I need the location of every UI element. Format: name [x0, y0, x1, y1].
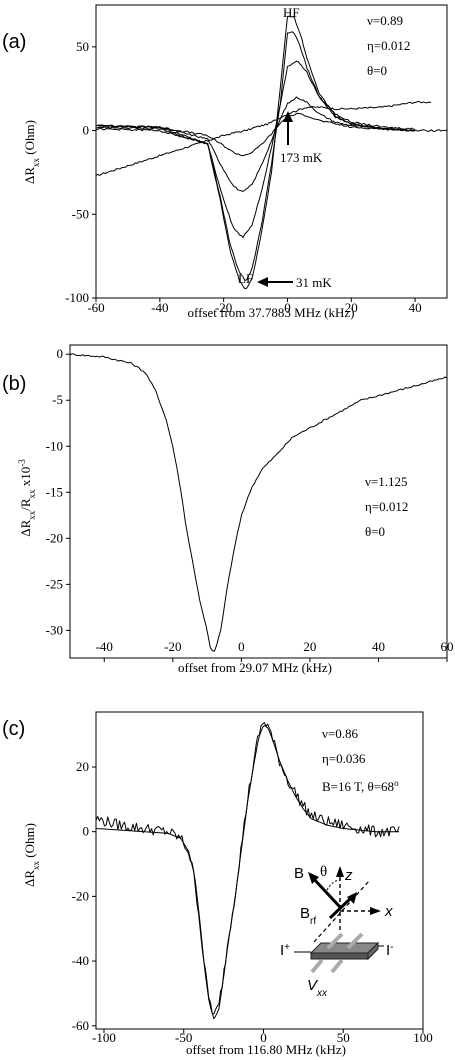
traces-a — [95, 15, 448, 290]
y-tick-label: -50 — [72, 206, 89, 221]
series-line — [95, 96, 416, 192]
x-axis-label-a: offset from 37.7883 MHz (kHz) — [188, 305, 355, 320]
inset-x-label: x — [384, 903, 393, 920]
chart-b: -40 -20 0 20 40 60 -30 -25 -20 -15 -10 -5 0 offset f… — [17, 344, 454, 675]
x-tick-label: -20 — [164, 639, 181, 654]
y-tick-label: -20 — [72, 888, 89, 903]
y-axis-label-c: ΔRxx (Ohm) — [22, 823, 41, 887]
x-tick-label: 40 — [372, 639, 385, 654]
traces-b — [69, 353, 448, 652]
chart-a: -60 -40 -20 0 20 40 -100 -50 0 50 offset from 37.… — [22, 4, 448, 320]
param-eta-a: η=0.012 — [367, 38, 410, 53]
y-tick-label: 20 — [76, 759, 89, 774]
x-tick-label: -40 — [96, 639, 113, 654]
y-tick-label: -60 — [72, 1018, 89, 1033]
panel-label-a: (a) — [2, 31, 26, 53]
x-tick-label: 0 — [284, 300, 291, 315]
y-tick-label: 0 — [57, 346, 64, 361]
y-axis-label-a: ΔRxx (Ohm) — [22, 120, 41, 184]
y-tick-label: -30 — [46, 622, 63, 637]
plot-frame-b — [69, 344, 448, 659]
arrow-173mk — [283, 111, 293, 145]
series-line — [69, 353, 448, 652]
x-tick-label: 40 — [409, 300, 422, 315]
x-tick-label: 100 — [413, 1030, 433, 1045]
x-tick-label: 50 — [337, 1030, 350, 1045]
inset-theta-label: θ — [320, 864, 327, 880]
annotation-lf: LF — [238, 271, 253, 286]
y-tick-label: -15 — [46, 484, 63, 499]
param-theta-b: θ=0 — [365, 524, 385, 539]
series-line — [95, 15, 416, 290]
y-tick-label: 50 — [76, 39, 89, 54]
x-tick-label: 60 — [441, 639, 454, 654]
plot-frame-a — [95, 4, 448, 299]
brf-vector — [328, 895, 354, 920]
y-tick-label: -5 — [52, 392, 63, 407]
x-tick-label: -100 — [92, 1030, 116, 1045]
x-tick-label: -50 — [175, 1030, 192, 1045]
y-tick-label: -20 — [46, 530, 63, 545]
arrow-31mk — [257, 277, 293, 287]
y-tick-label: -40 — [72, 953, 89, 968]
annotation-173mk: 173 mK — [280, 150, 323, 165]
y-axis-label-b: ΔRxx/Rxx x10-3 — [17, 459, 37, 537]
inset-b-label: B — [294, 865, 304, 882]
annotation-hf: HF — [283, 5, 300, 20]
y-tick-label: -10 — [46, 438, 63, 453]
param-nu-b: ν=1.125 — [365, 474, 407, 489]
inset-vxx-label: Vxx — [307, 977, 328, 999]
param-nu-c: ν=0.86 — [322, 726, 358, 741]
x-tick-label: 20 — [303, 639, 316, 654]
inset-schematic: B θ z Brf x I+ I- Vxx — [280, 864, 394, 999]
traces-c — [95, 722, 400, 1020]
param-eta-b: η=0.012 — [365, 499, 408, 514]
inset-iminus-label: I- — [386, 942, 394, 960]
param-theta-a: θ=0 — [367, 63, 387, 78]
y-tick-label: 0 — [83, 123, 90, 138]
param-eta-c: η=0.036 — [322, 751, 366, 766]
hall-bar — [294, 932, 384, 974]
y-tick-label: 0 — [83, 824, 90, 839]
param-field-c: B=16 T, θ=68o — [322, 778, 399, 794]
series-line — [95, 31, 416, 282]
ticks-b: -40 -20 0 20 40 60 -30 -25 -20 -15 -10 -5 0 — [46, 346, 454, 662]
plot-frame-c — [95, 711, 424, 1030]
panel-label-c: (c) — [2, 718, 25, 740]
panel-label-b: (b) — [2, 373, 26, 395]
theta-arc — [326, 879, 341, 891]
x-axis-label-b: offset from 29.07 MHz (kHz) — [178, 660, 332, 675]
inset-iplus-label: I+ — [280, 942, 290, 960]
annotation-31mk: 31 mK — [296, 275, 332, 290]
series-line — [95, 100, 432, 176]
y-tick-label: -100 — [65, 290, 89, 305]
x-tick-label: -20 — [215, 300, 232, 315]
x-tick-label: 0 — [260, 1030, 267, 1045]
ticks-c: -100 -50 0 50 100 -60 -40 -20 0 20 — [72, 759, 433, 1045]
series-line — [95, 725, 400, 1020]
series-line — [95, 722, 400, 1015]
x-tick-label: -60 — [87, 300, 104, 315]
x-axis-label-c: offset from 116.80 MHz (kHz) — [186, 1042, 346, 1057]
x-tick-label: -40 — [151, 300, 168, 315]
x-tick-label: 0 — [238, 639, 245, 654]
param-nu-a: ν=0.89 — [367, 13, 403, 28]
ticks-a: -60 -40 -20 0 20 40 -100 -50 0 50 — [65, 39, 421, 315]
x-tick-label: 20 — [345, 300, 358, 315]
inset-brf-label: Brf — [300, 905, 316, 927]
series-line — [95, 60, 416, 238]
b-vector — [310, 875, 342, 909]
y-tick-label: -25 — [46, 576, 63, 591]
inset-z-label: z — [344, 867, 353, 884]
chart-c: -100 -50 0 50 100 -60 -40 -20 0 20 offset from 11… — [22, 711, 433, 1057]
